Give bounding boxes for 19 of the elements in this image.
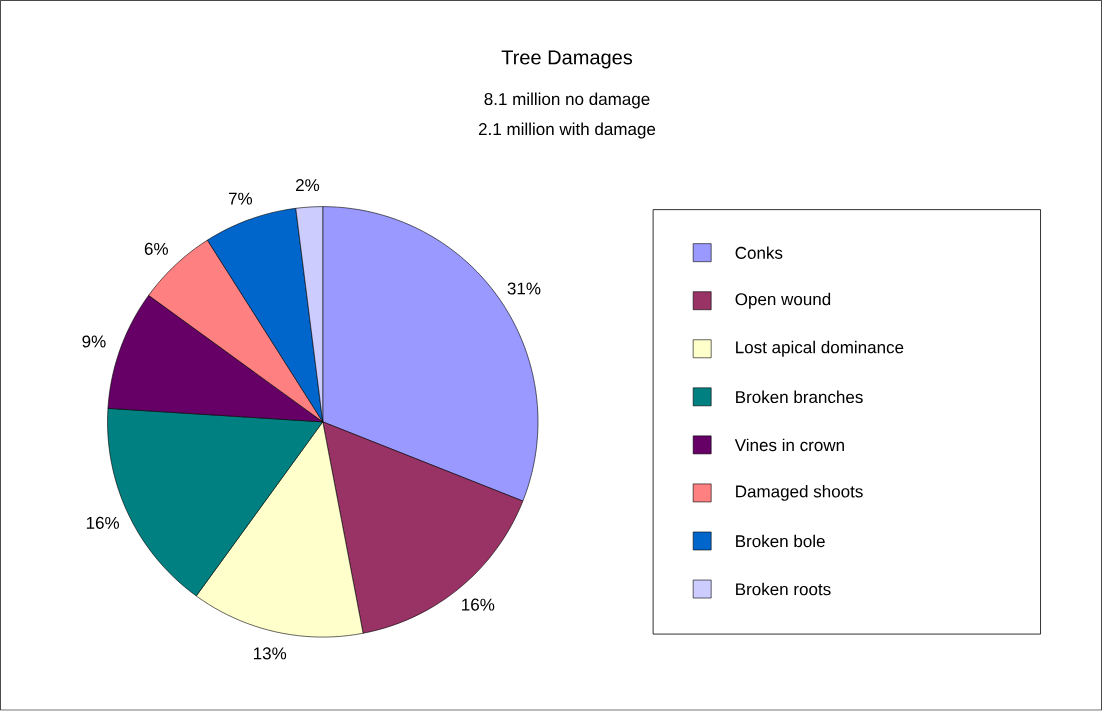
- data-label: 6%: [144, 243, 168, 256]
- legend-label: Conks: [735, 246, 783, 260]
- data-label: 9%: [82, 335, 106, 348]
- data-label: 7%: [228, 192, 253, 205]
- legend-label: Broken bole: [736, 534, 825, 548]
- data-label: 16%: [462, 598, 495, 611]
- legend-label: Open wound: [735, 293, 831, 309]
- data-label: 13%: [253, 647, 287, 660]
- legend-label: Damaged shoots: [736, 485, 863, 502]
- chart-title: Tree Damages: [501, 50, 633, 69]
- data-label: 2%: [296, 179, 320, 192]
- data-label: 31%: [507, 282, 541, 295]
- chart-subtitle: 8.1 million no damage: [484, 92, 650, 109]
- data-label: 16%: [86, 517, 120, 530]
- legend-label: Broken branches: [736, 390, 863, 404]
- legend-label: Broken roots: [736, 583, 831, 596]
- legend-label: Lost apical dominance: [736, 341, 904, 357]
- legend-label: Vines in crown: [734, 438, 844, 452]
- text: 2.1 million with damage: [478, 122, 656, 139]
